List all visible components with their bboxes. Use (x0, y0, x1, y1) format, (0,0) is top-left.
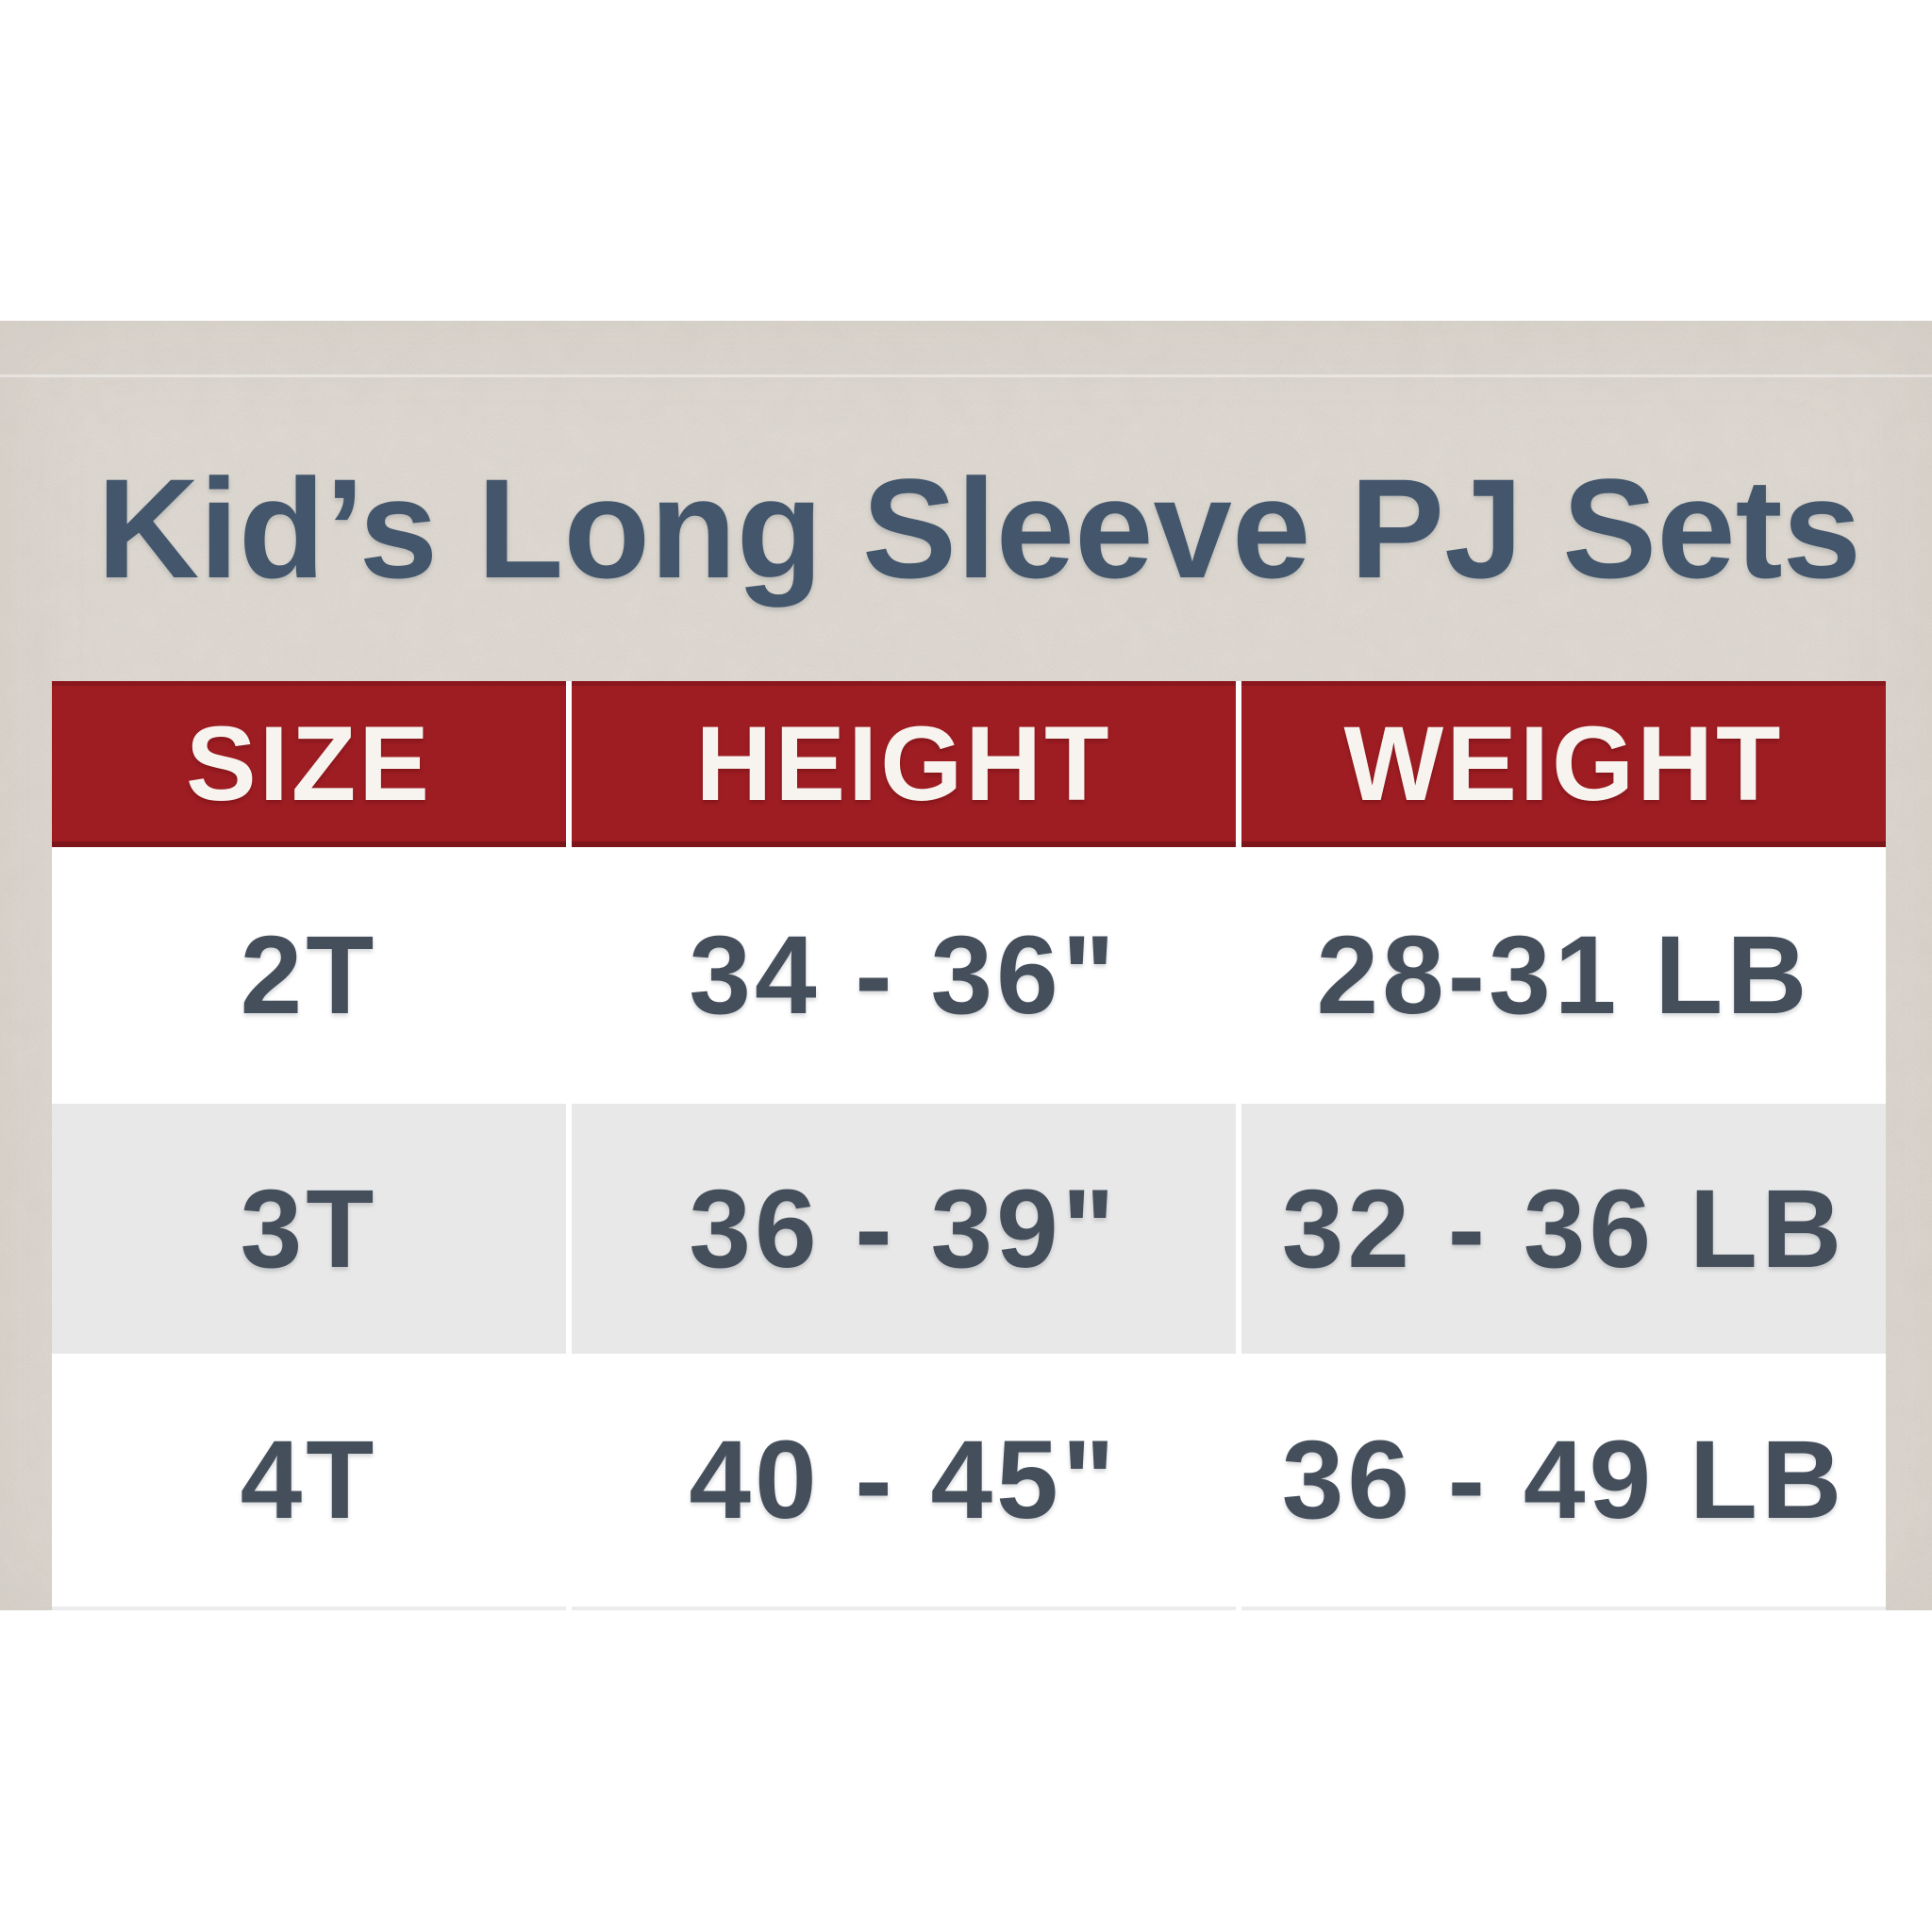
row-2t-weight: 28-31 LB (1241, 847, 1886, 1104)
column-header-weight: WEIGHT (1241, 681, 1886, 847)
column-header-size: SIZE (52, 681, 566, 847)
row-3t-height: 36 - 39" (572, 1104, 1236, 1354)
size-chart-table: SIZE HEIGHT WEIGHT 2T 34 - 36" 28-31 LB … (52, 681, 1886, 1610)
paper-seam-line (0, 375, 1932, 377)
column-header-height: HEIGHT (572, 681, 1236, 847)
row-4t-weight: 36 - 49 LB (1241, 1354, 1886, 1607)
cutoff-row-sliver (572, 1607, 1236, 1610)
row-2t-height: 34 - 36" (572, 847, 1236, 1104)
row-4t-height: 40 - 45" (572, 1354, 1236, 1607)
row-3t-size: 3T (52, 1104, 566, 1354)
cutoff-row-sliver (52, 1607, 566, 1610)
page-title: Kid’s Long Sleeve PJ Sets (96, 449, 1862, 608)
row-3t-weight: 32 - 36 LB (1241, 1104, 1886, 1354)
row-4t-size: 4T (52, 1354, 566, 1607)
cutoff-row-sliver (1241, 1607, 1886, 1610)
row-2t-size: 2T (52, 847, 566, 1104)
